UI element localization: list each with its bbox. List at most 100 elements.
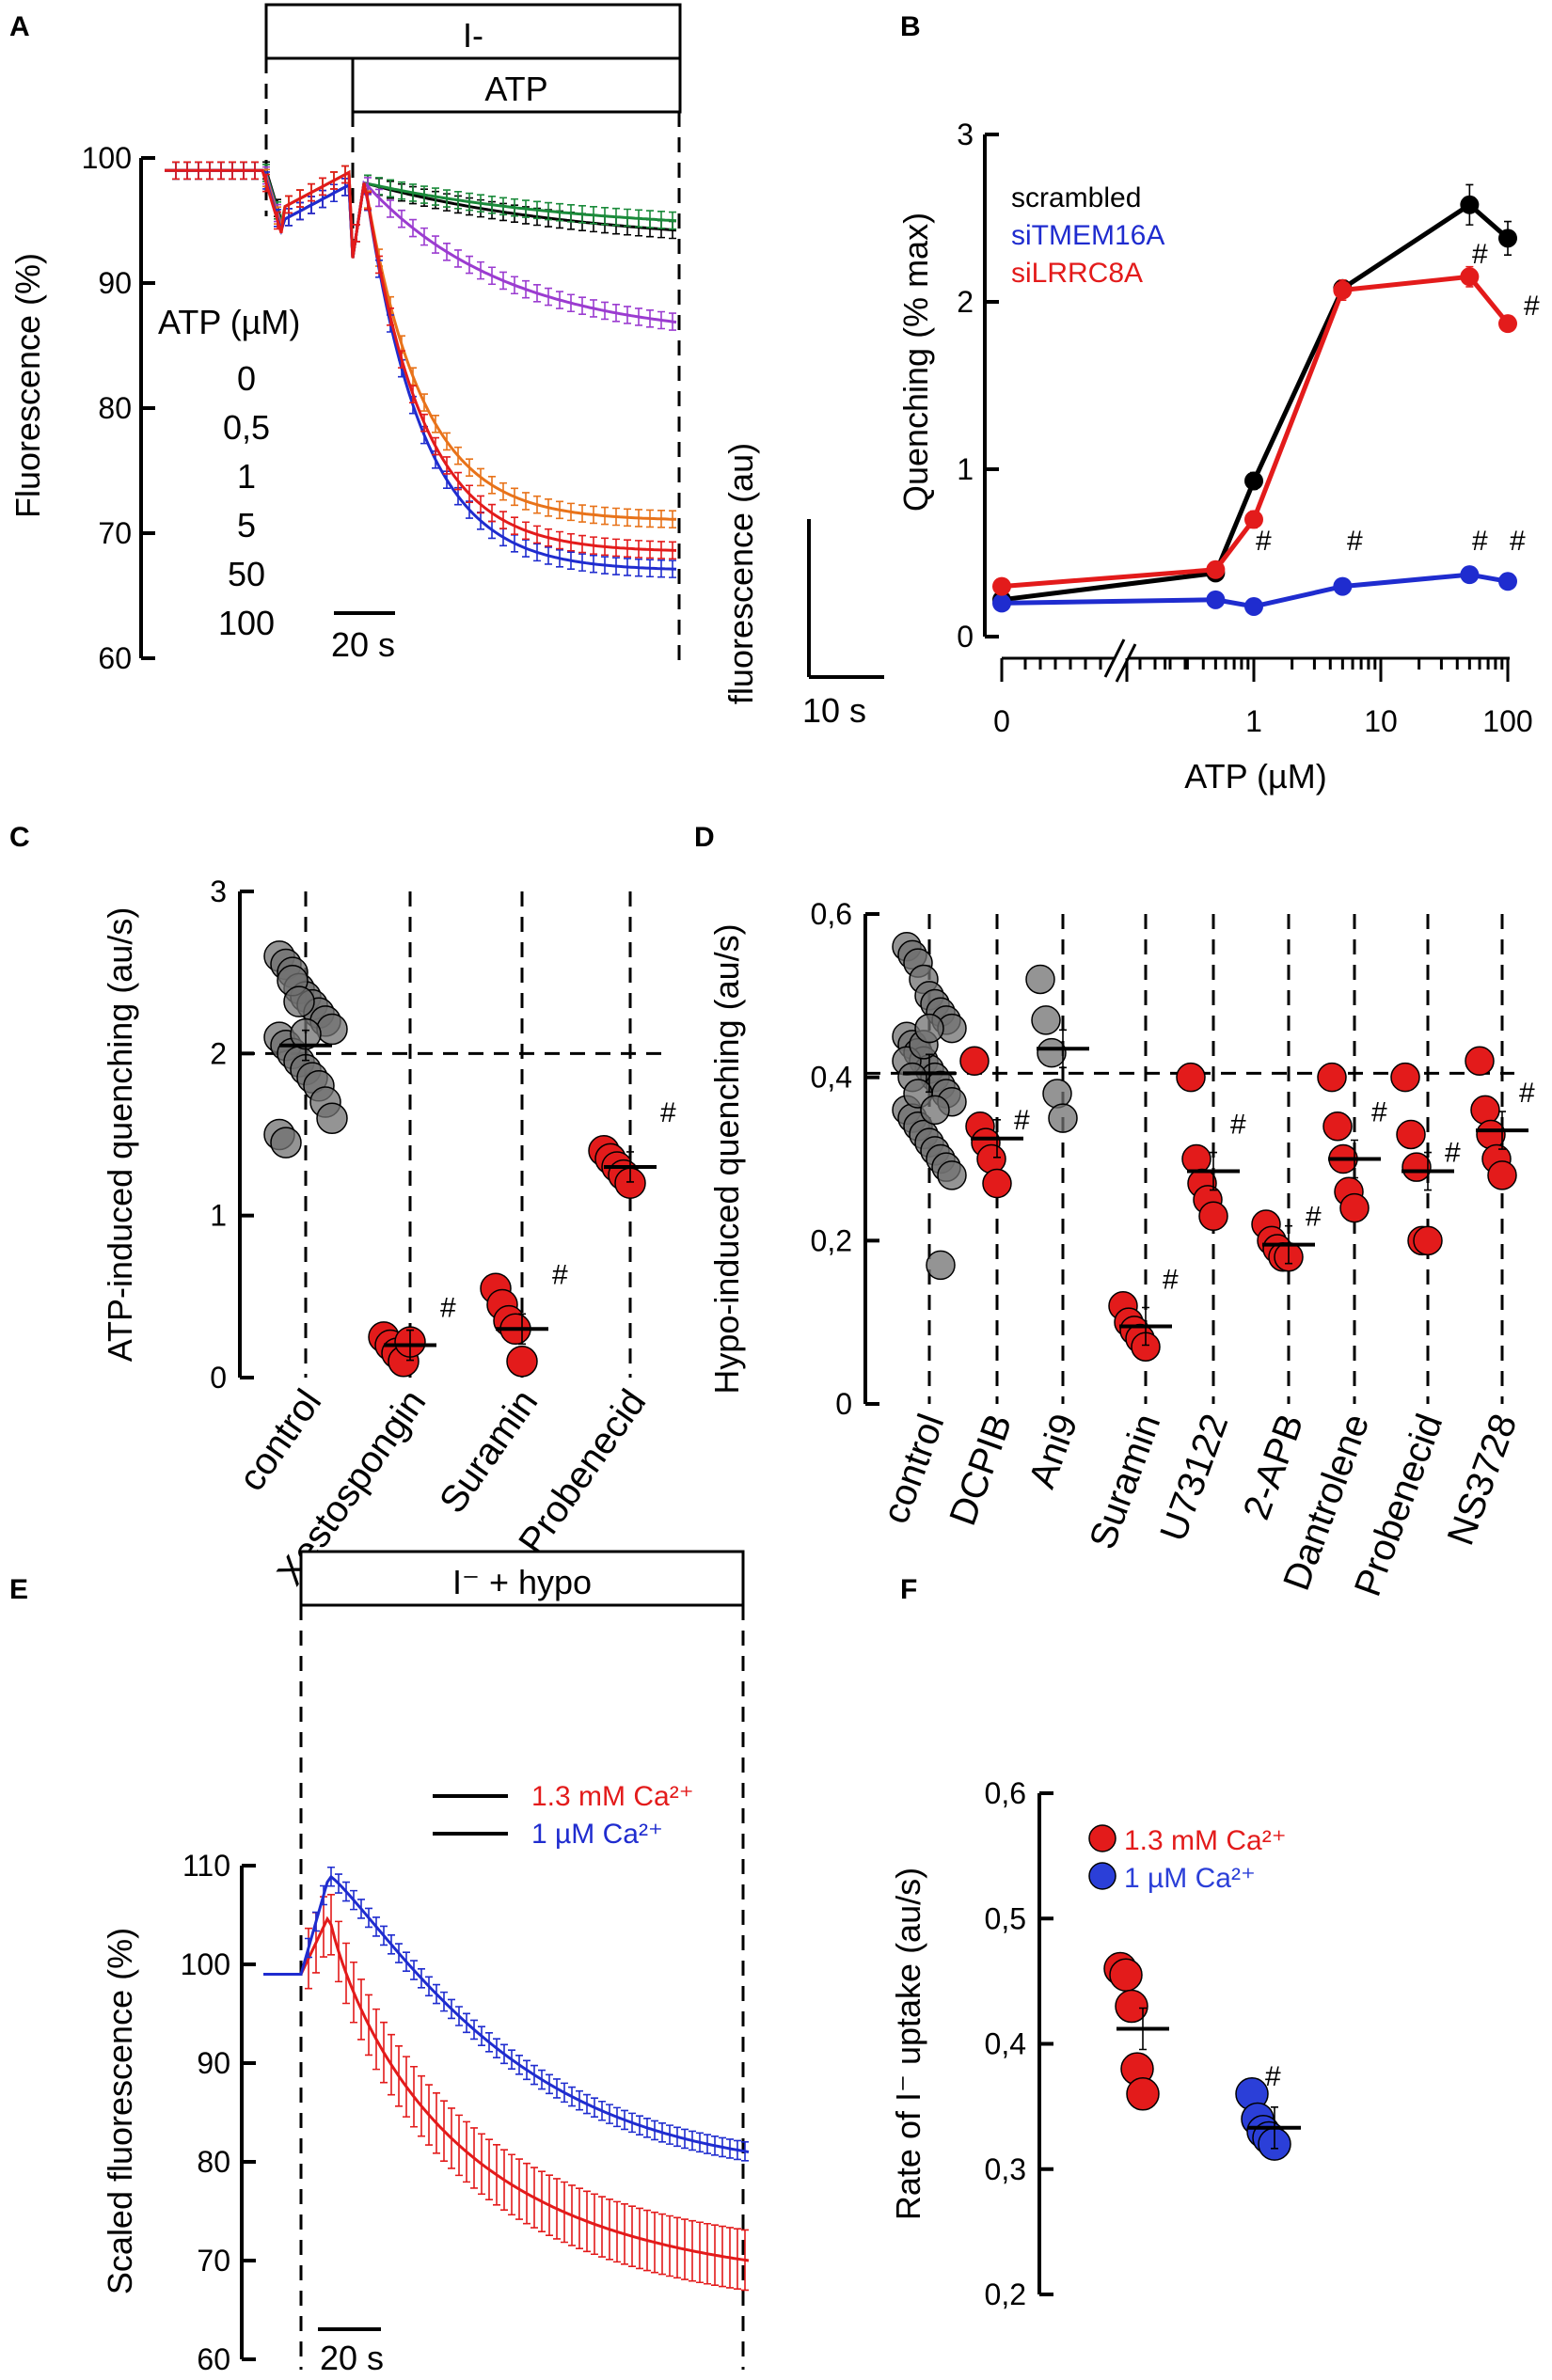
a-error-bar [601, 556, 609, 575]
gC-group-Probenecid [588, 1134, 657, 1199]
a-scale-bar-label: 20 s [331, 625, 395, 664]
e-error-bar [538, 2170, 546, 2232]
a-error-bar [635, 307, 642, 326]
gD-group-2-APB [1251, 1209, 1315, 1272]
gD-group-U73122 [1176, 1062, 1240, 1232]
panel-c: 0 1 2 3 ATP-induced quenching (au/s) # # # contr… [101, 875, 676, 1593]
a-error-bar [172, 161, 180, 181]
gC-y-tick-label: 2 [210, 1036, 227, 1070]
a-error-bar [533, 283, 541, 303]
panel-label-e: E [9, 1574, 28, 1605]
a-error-bar [499, 511, 507, 529]
gC-group-Xestospongin [368, 1321, 436, 1378]
e-error-bar [561, 2181, 568, 2244]
e-error-bar [576, 2187, 583, 2249]
e-error-bar [455, 2114, 463, 2177]
e-error-bar [357, 1978, 365, 2041]
e-error-bar [463, 2120, 470, 2183]
gD-y-axis-title: Hypo-induced quenching (au/s) [707, 923, 746, 1394]
e-error-bar [636, 2207, 643, 2270]
e-error-bar [418, 1968, 425, 1989]
a-error-bar [375, 255, 383, 275]
e-error-bar [741, 2141, 749, 2162]
gD-sem-bar [1210, 1151, 1217, 1191]
e-error-bar [681, 2128, 689, 2150]
a-error-bar [590, 299, 597, 318]
gC-y-tick-label: 1 [210, 1199, 227, 1233]
a-error-bar [387, 199, 394, 218]
e-error-bar [613, 2106, 621, 2128]
e-error-bar [327, 1893, 335, 1956]
a-error-bar [669, 510, 676, 528]
gD-significance-mark: # [1445, 1138, 1461, 1169]
a-error-bar [624, 208, 631, 228]
gC-y-tick-label: 3 [210, 875, 227, 908]
gF-y-tick-label: 0,4 [985, 2027, 1026, 2061]
a-error-bar [409, 385, 417, 404]
gD-data-point [1181, 1143, 1212, 1174]
e-y-tick-label: 60 [197, 2342, 230, 2376]
e-error-bar [546, 2073, 553, 2095]
a-error-bar [375, 188, 383, 208]
a-error-bar [522, 279, 530, 299]
e-error-bar [418, 2074, 425, 2137]
a-error-bar [635, 540, 642, 559]
e-scale-bar-label: 20 s [320, 2339, 384, 2377]
gD-y-tick-label: 0,2 [811, 1223, 852, 1257]
a-error-bar [454, 191, 462, 210]
a-error-bar [488, 503, 496, 523]
e-trace [263, 1874, 750, 2153]
a-error-bar [590, 206, 597, 225]
a-legend-100: 100 [218, 604, 275, 642]
e-error-bar [500, 2149, 508, 2211]
a-error-bar [612, 304, 620, 323]
gC-group-Suramin [480, 1272, 548, 1378]
e-error-bar [410, 1960, 418, 1980]
e-error-bar [350, 1961, 357, 2024]
e-error-bar [583, 2093, 591, 2115]
a-error-bar [466, 500, 473, 519]
e-error-bar [470, 2127, 478, 2189]
a-error-bar [646, 308, 654, 328]
gD-group-Suramin [1108, 1291, 1172, 1362]
a-error-bar [646, 210, 654, 229]
e-error-bar [320, 1884, 327, 1906]
a-error-bar [556, 549, 563, 568]
a-error-bar [499, 197, 507, 216]
e-error-bar [553, 2078, 561, 2099]
gC-y-axis-title: ATP-induced quenching (au/s) [101, 907, 139, 1363]
e-error-bar [673, 2126, 681, 2148]
gD-data-point [1048, 1103, 1078, 1133]
d-category-label: control [875, 1409, 952, 1529]
e-error-bar [372, 1916, 380, 1937]
e-error-bar [651, 2120, 658, 2141]
gD-significance-mark: # [1230, 1110, 1246, 1141]
a-error-bar [533, 200, 541, 220]
panel-b: 0 1 2 3 Quenching (% max) 0 1 10 100 ATP (µM) scra… [896, 118, 1540, 796]
panel-a: 60 70 80 90 100 Fluorescence (%) I-ATP ATP (µM)… [8, 3, 884, 730]
e-error-bar [613, 2200, 621, 2263]
d-category-label: 2-APB [1236, 1409, 1312, 1525]
a-legend-1: 1 [237, 457, 256, 496]
e-error-bar [410, 2065, 418, 2128]
a-error-bar [454, 249, 462, 268]
a-inset-label: fluorescence (au) [721, 443, 760, 704]
a-error-bar [590, 505, 597, 525]
gC-significance-mark: # [552, 1259, 568, 1290]
e-error-bar [433, 1983, 440, 2005]
a-error-bar [590, 554, 597, 574]
a-error-bar [657, 559, 665, 578]
gC-group-control [263, 940, 348, 1158]
a-error-bar [308, 182, 315, 202]
gD-y-tick-label: 0,6 [811, 897, 852, 931]
e-error-bar [485, 2138, 493, 2200]
e-legend-label: 1.3 mM Ca²⁺ [531, 1781, 694, 1812]
gC-sem-bar [518, 1313, 526, 1346]
a-error-bar [578, 205, 586, 224]
a-error-bar [466, 458, 473, 478]
e-error-bar [711, 2224, 719, 2286]
a-error-bar [567, 203, 575, 223]
e-error-bar [388, 1934, 395, 1955]
e-error-bar [440, 2100, 448, 2162]
